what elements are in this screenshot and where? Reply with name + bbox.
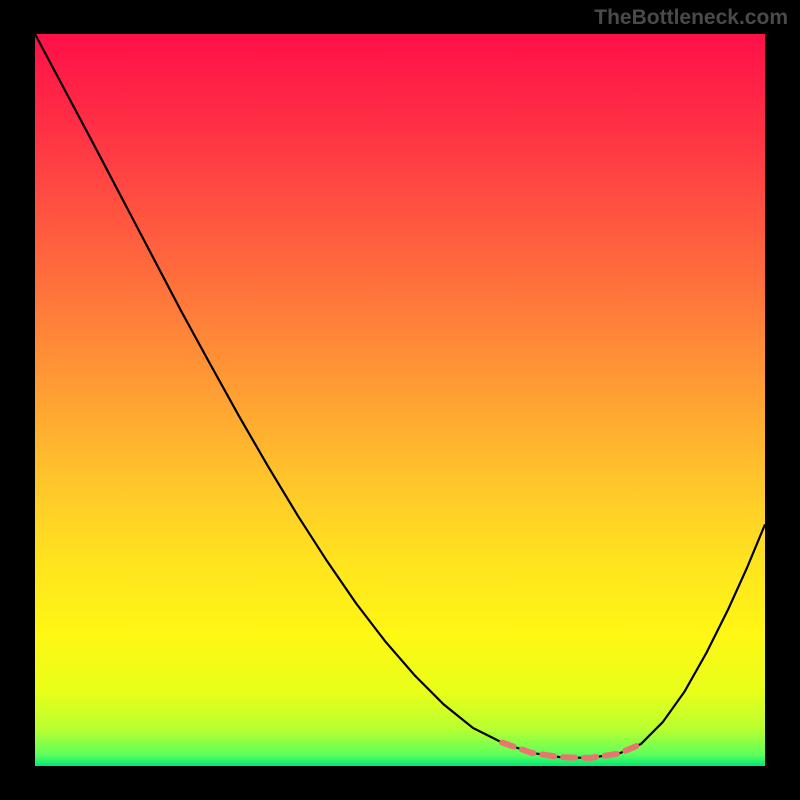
chart-svg — [35, 34, 765, 766]
plot-area — [35, 34, 765, 766]
watermark-text: TheBottleneck.com — [594, 6, 788, 30]
chart-container: TheBottleneck.com — [0, 0, 800, 800]
gradient-background — [35, 34, 765, 766]
